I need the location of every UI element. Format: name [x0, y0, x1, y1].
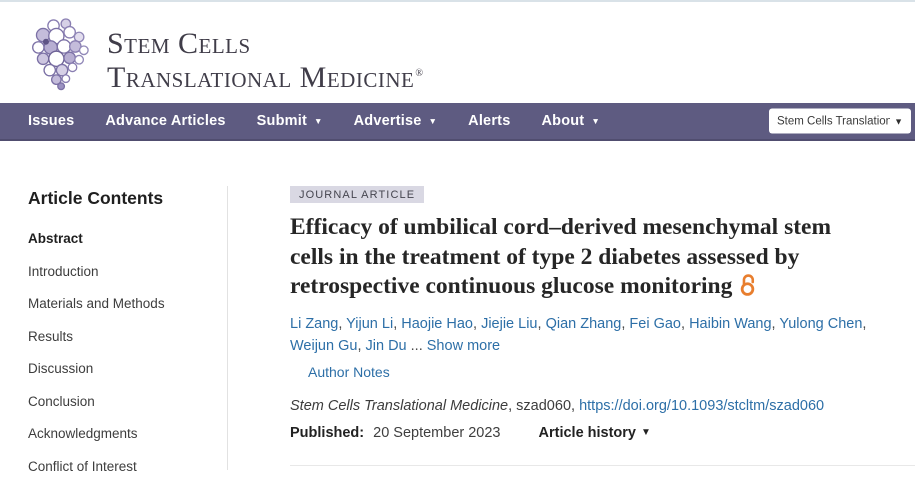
- journal-logo-icon: [32, 18, 89, 91]
- author-link[interactable]: Weijun Gu: [290, 338, 366, 354]
- nav-item-advertise[interactable]: Advertise ▼: [353, 113, 438, 129]
- journal-select-value: Stem Cells Translational M: [777, 115, 891, 127]
- author-link[interactable]: Haojie Hao: [401, 316, 481, 332]
- sidebar-item-conflict-of-interest[interactable]: Conflict of Interest: [28, 458, 137, 474]
- article-type-badge: JOURNAL ARTICLE: [290, 186, 425, 203]
- sidebar-item-abstract[interactable]: Abstract: [28, 231, 83, 246]
- citation-journal-name: Stem Cells Translational Medicine: [290, 397, 509, 414]
- sidebar-title: Article Contents: [28, 188, 164, 208]
- caret-down-icon: ▼: [641, 427, 651, 438]
- doi-link[interactable]: https://doi.org/10.1093/stcltm/szad060: [579, 397, 825, 414]
- journal-title-line2: Translational Medicine®: [107, 61, 424, 94]
- article-title: Efficacy of umbilical cord–derived mesen…: [290, 214, 832, 299]
- article-header-divider: [290, 465, 915, 466]
- sidebar-item-conclusion[interactable]: Conclusion: [28, 393, 95, 409]
- authors-inline: Li ZangYijun LiHaojie HaoJiejie LiuQian …: [290, 316, 866, 354]
- author-link[interactable]: Jin Du: [365, 337, 407, 354]
- nav-item-alerts[interactable]: Alerts: [468, 113, 511, 129]
- authors-ellipsis: ...: [410, 337, 423, 354]
- author-link[interactable]: Yulong Chen: [779, 316, 866, 332]
- sidebar-item-results[interactable]: Results: [28, 328, 74, 344]
- sidebar-item-materials-and-methods[interactable]: Materials and Methods: [28, 296, 165, 311]
- sidebar-item-discussion[interactable]: Discussion: [28, 361, 94, 376]
- registered-mark: ®: [415, 68, 424, 79]
- sidebar-divider: [227, 186, 228, 470]
- author-link[interactable]: Qian Zhang: [546, 316, 630, 332]
- author-link[interactable]: Li Zang: [290, 316, 346, 332]
- author-list: Li ZangYijun LiHaojie HaoJiejie LiuQian …: [290, 313, 868, 357]
- article-history-toggle[interactable]: Article history ▼: [538, 424, 651, 441]
- citation-article-id: , szad060,: [508, 397, 576, 414]
- sidebar-list: Abstract Introduction Materials and Meth…: [28, 231, 213, 475]
- nav-item-submit[interactable]: Submit ▼: [256, 113, 323, 129]
- journal-select-dropdown[interactable]: Stem Cells Translational M ▼: [769, 108, 911, 134]
- page-top-border: [0, 0, 915, 2]
- author-link[interactable]: Yijun Li: [346, 316, 401, 332]
- caret-down-icon: ▼: [314, 116, 323, 126]
- journal-logo[interactable]: Stem Cells Translational Medicine®: [27, 16, 423, 94]
- sidebar-item-acknowledgments[interactable]: Acknowledgments: [28, 426, 138, 441]
- main-nav: Issues Advance Articles Submit ▼ Advertis…: [0, 103, 915, 141]
- caret-down-icon: ▼: [428, 116, 438, 126]
- caret-down-icon: ▼: [591, 116, 600, 126]
- journal-header: Stem Cells Translational Medicine®: [0, 2, 915, 103]
- show-more-authors-link[interactable]: Show more: [426, 337, 501, 354]
- article-contents-sidebar: Article Contents Abstract Introduction M…: [28, 188, 213, 491]
- nav-item-advance-articles[interactable]: Advance Articles: [105, 113, 226, 129]
- article-header: JOURNAL ARTICLE Efficacy of umbilical co…: [290, 141, 890, 441]
- author-link[interactable]: Jiejie Liu: [481, 316, 545, 332]
- article-page-body: Article Contents Abstract Introduction M…: [0, 141, 915, 474]
- author-notes-link[interactable]: Author Notes: [308, 363, 390, 380]
- publication-row: Published: 20 September 2023 Article his…: [290, 425, 890, 441]
- sidebar-item-introduction[interactable]: Introduction: [28, 263, 99, 279]
- author-link[interactable]: Haibin Wang: [689, 316, 779, 332]
- journal-title-line1: Stem Cells: [107, 27, 251, 60]
- author-link[interactable]: Fei Gao: [629, 316, 689, 332]
- caret-down-icon: ▼: [894, 116, 903, 126]
- open-access-icon[interactable]: [737, 273, 758, 296]
- nav-item-issues[interactable]: Issues: [28, 113, 75, 129]
- published-label: Published:: [290, 424, 365, 441]
- nav-item-about[interactable]: About ▼: [541, 113, 600, 129]
- citation-line: Stem Cells Translational Medicine, szad0…: [290, 398, 890, 414]
- published-date: 20 September 2023: [373, 424, 501, 441]
- journal-title-text: Stem Cells Translational Medicine®: [107, 29, 423, 93]
